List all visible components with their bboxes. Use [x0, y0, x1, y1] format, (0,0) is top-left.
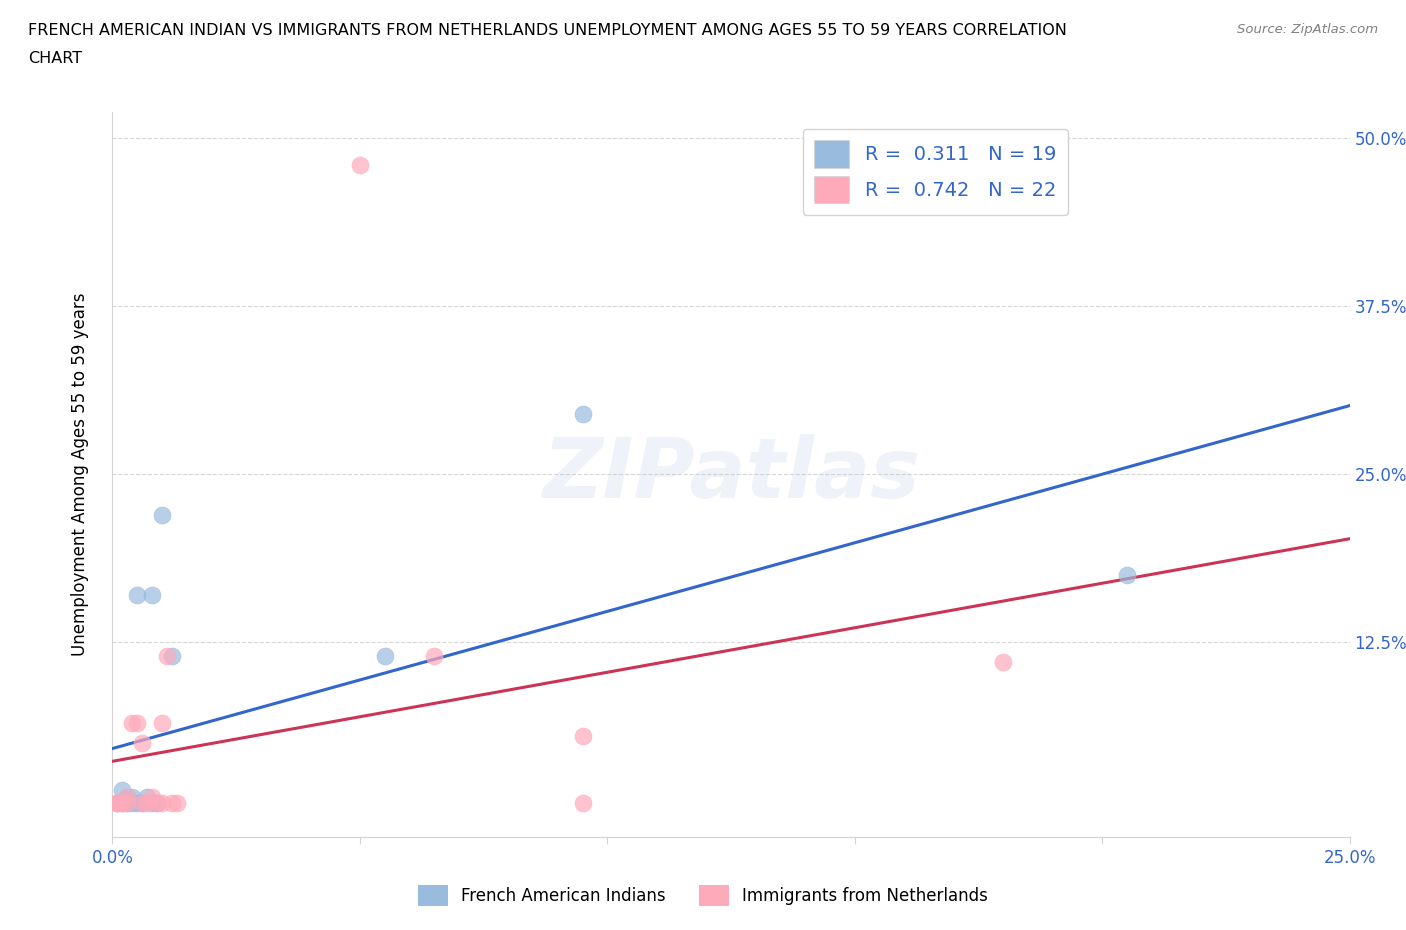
Point [150, 507, 173, 522]
Point [156, 648, 179, 663]
Text: ZIPatlas: ZIPatlas [543, 433, 920, 515]
Point [111, 782, 134, 797]
Legend: French American Indians, Immigrants from Netherlands: French American Indians, Immigrants from… [411, 879, 995, 912]
Text: CHART: CHART [28, 51, 82, 66]
Point [131, 736, 153, 751]
Point [160, 648, 183, 663]
Point [127, 588, 149, 603]
Point [111, 796, 134, 811]
Legend: R =  0.311   N = 19, R =  0.742   N = 22: R = 0.311 N = 19, R = 0.742 N = 22 [803, 128, 1067, 215]
Point [150, 796, 173, 811]
Point [349, 158, 371, 173]
Y-axis label: Unemployment Among Ages 55 to 59 years: Unemployment Among Ages 55 to 59 years [70, 293, 89, 656]
Point [160, 796, 183, 811]
Point [423, 648, 446, 663]
Point [107, 796, 129, 811]
Point [127, 715, 149, 730]
Point [571, 406, 593, 421]
Point [141, 588, 163, 603]
Point [111, 796, 134, 811]
Point [117, 790, 139, 804]
Point [121, 790, 143, 804]
Point [141, 796, 163, 811]
Text: Source: ZipAtlas.com: Source: ZipAtlas.com [1237, 23, 1378, 36]
Point [131, 796, 153, 811]
Point [121, 715, 143, 730]
Point [107, 796, 129, 811]
Point [146, 796, 169, 811]
Point [146, 796, 169, 811]
Point [571, 796, 593, 811]
Point [127, 796, 149, 811]
Point [150, 715, 173, 730]
Point [121, 796, 143, 811]
Point [117, 796, 139, 811]
Text: FRENCH AMERICAN INDIAN VS IMMIGRANTS FROM NETHERLANDS UNEMPLOYMENT AMONG AGES 55: FRENCH AMERICAN INDIAN VS IMMIGRANTS FRO… [28, 23, 1067, 38]
Point [374, 648, 396, 663]
Point [107, 796, 129, 811]
Point [571, 729, 593, 744]
Point [131, 796, 153, 811]
Point [993, 655, 1015, 670]
Point [1116, 567, 1139, 582]
Point [136, 790, 159, 804]
Point [117, 796, 139, 811]
Point [141, 790, 163, 804]
Point [166, 796, 188, 811]
Point [136, 796, 159, 811]
Point [117, 790, 139, 804]
